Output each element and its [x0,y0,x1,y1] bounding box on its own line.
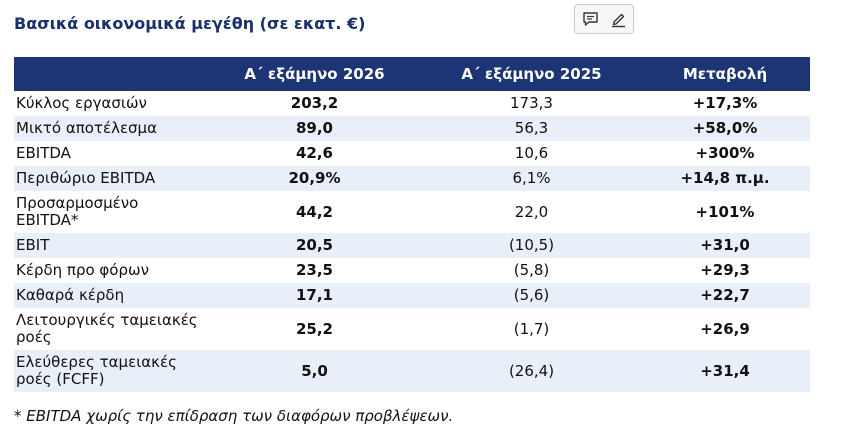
row-label: Μικτό αποτέλεσμα [16,119,157,137]
row-label: EBIT [16,236,50,254]
value-2025: (5,8) [513,261,550,279]
value-2026: 23,5 [295,261,333,279]
value-change: +26,9 [700,319,750,338]
header-h1-2026: Α΄ εξάμηνο 2026 [206,57,423,91]
value-2025: 173,3 [510,94,553,112]
table-row: EBITDA 42,6 10,6 +300% [14,141,810,166]
value-2026: 20,9% [288,169,341,187]
header-h1-2025: Α΄ εξάμηνο 2025 [423,57,640,91]
header-change: Μεταβολή [640,57,810,91]
value-2025: (10,5) [508,236,555,254]
value-change: +29,3 [700,261,750,279]
value-2025: (26,4) [508,361,555,380]
table-row: Προσαρμοσμένο EBITDA* 44,2 22,0 +101% [14,191,810,233]
value-change: +31,4 [700,361,750,380]
value-change: +58,0% [692,119,758,137]
value-2026: 5,0 [301,361,328,380]
table-row: Περιθώριο EBITDA 20,9% 6,1% +14,8 π.μ. [14,166,810,191]
value-change: +31,0 [700,236,750,254]
row-label: EBITDA [16,144,71,162]
value-change: +300% [695,144,755,162]
value-2026: 25,2 [295,319,333,338]
value-2025: (5,6) [513,286,550,304]
value-2026: 44,2 [295,202,333,221]
value-change: +17,3% [692,94,758,112]
value-2026: 17,1 [295,286,333,304]
row-label: Κέρδη προ φόρων [16,261,149,279]
table-row: Κύκλος εργασιών 203,2 173,3 +17,3% [14,91,810,116]
row-label: Λειτουργικές ταμειακές ροές [16,311,198,346]
table-row: Ελεύθερες ταμειακές ροές (FCFF) 5,0 (26,… [14,350,810,392]
comment-icon[interactable] [580,9,600,29]
edit-icon[interactable] [608,9,628,29]
floating-toolbar [574,4,634,34]
row-label: Κύκλος εργασιών [16,94,147,112]
table-row: Μικτό αποτέλεσμα 89,0 56,3 +58,0% [14,116,810,141]
value-change: +101% [695,202,755,221]
row-label: Ελεύθερες ταμειακές ροές (FCFF) [16,353,177,388]
page-title: Βασικά οικονομικά μεγέθη (σε εκατ. €) [14,14,366,33]
value-2026: 89,0 [295,119,333,137]
header-label [14,57,206,91]
value-2026: 42,6 [295,144,333,162]
value-2026: 20,5 [295,236,333,254]
financials-table: Α΄ εξάμηνο 2026 Α΄ εξάμηνο 2025 Μεταβολή… [14,57,810,392]
table-header-row: Α΄ εξάμηνο 2026 Α΄ εξάμηνο 2025 Μεταβολή [14,57,810,91]
value-2025: 6,1% [512,169,551,187]
table-row: Καθαρά κέρδη 17,1 (5,6) +22,7 [14,283,810,308]
row-label: Καθαρά κέρδη [16,286,125,304]
footnote: * EBITDA χωρίς την επίδραση των διαφόρων… [14,407,454,425]
table-row: Κέρδη προ φόρων 23,5 (5,8) +29,3 [14,258,810,283]
value-2026: 203,2 [290,94,339,112]
value-change: +22,7 [700,286,750,304]
table-row: EBIT 20,5 (10,5) +31,0 [14,233,810,258]
value-2025: 22,0 [514,202,549,221]
value-2025: 56,3 [514,119,549,137]
row-label: Περιθώριο EBITDA [16,169,156,187]
value-2025: 10,6 [514,144,549,162]
table-row: Λειτουργικές ταμειακές ροές 25,2 (1,7) +… [14,308,810,350]
value-2025: (1,7) [513,319,550,338]
value-change: +14,8 π.μ. [680,169,770,187]
row-label: Προσαρμοσμένο EBITDA* [16,194,139,229]
